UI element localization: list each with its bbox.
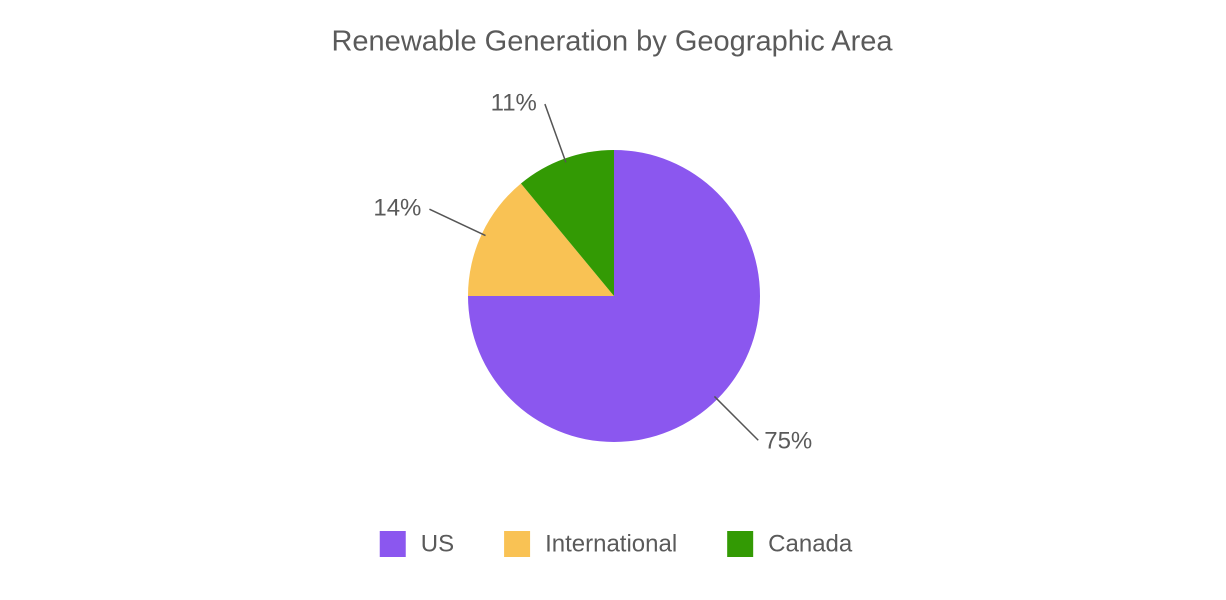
legend-label: Canada — [768, 530, 853, 557]
data-label: 75% — [764, 428, 812, 455]
pie-slice — [468, 183, 614, 296]
data-label: 11% — [491, 89, 537, 116]
leader-line — [429, 208, 486, 237]
chart-title: Renewable Generation by Geographic Area — [331, 26, 893, 58]
leader-line — [713, 395, 759, 441]
legend-swatch — [379, 531, 406, 557]
leader-line — [544, 103, 567, 163]
data-label: 14% — [373, 194, 421, 221]
legend-swatch — [727, 531, 754, 557]
legend-label: US — [421, 530, 454, 557]
legend-label: International — [545, 530, 677, 557]
legend: US International Canada — [379, 530, 853, 557]
pie-slice — [520, 150, 614, 296]
legend-swatch — [504, 531, 531, 557]
